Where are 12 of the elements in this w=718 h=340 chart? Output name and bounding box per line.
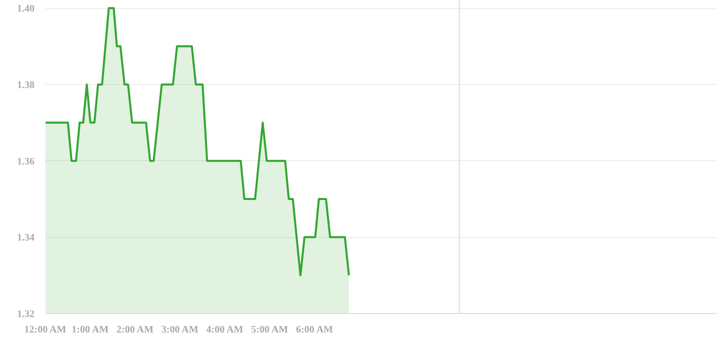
x-tick-label: 4:00 AM [206, 324, 244, 336]
y-tick-label: 1.32 [17, 309, 34, 320]
x-tick-label: 3:00 AM [161, 324, 199, 336]
x-tick-label: 12:00 AM [24, 324, 67, 336]
x-tick-label: 2:00 AM [116, 324, 154, 336]
x-tick-label: 5:00 AM [251, 324, 289, 336]
y-tick-label: 1.34 [17, 232, 34, 244]
y-tick-label: 1.40 [17, 4, 34, 15]
y-tick-label: 1.38 [17, 80, 34, 91]
x-tick-label: 6:00 AM [296, 324, 334, 336]
y-tick-label: 1.36 [17, 156, 34, 168]
x-tick-label: 1:00 AM [72, 324, 110, 336]
